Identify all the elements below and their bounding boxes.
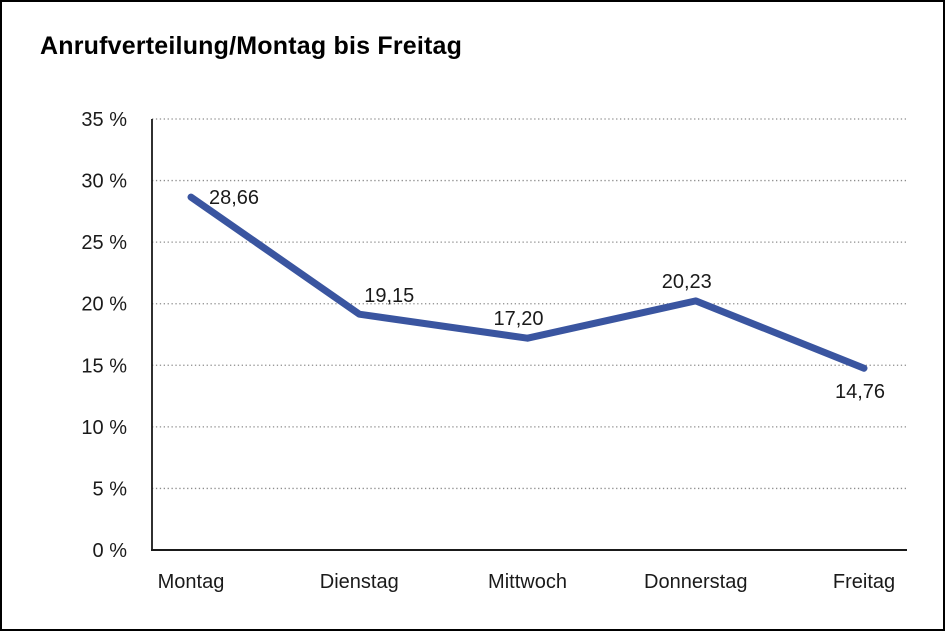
data-series (187, 193, 868, 372)
data-point-value-label: 28,66 (209, 187, 259, 209)
axes (151, 119, 907, 551)
x-axis-category-label: Freitag (833, 571, 895, 593)
data-point-value-label: 20,23 (662, 271, 712, 293)
series-line (187, 193, 868, 372)
y-axis-tick-label: 0 % (93, 540, 128, 562)
gridlines (152, 118, 907, 490)
labels: 0 % 5 % 10 % 15 % 20 % 25 % 30 % 35 % Montag Dien… (81, 109, 895, 593)
y-axis-tick-label: 15 % (81, 355, 127, 377)
y-axis-tick-label: 35 % (81, 109, 127, 131)
y-axis-tick-label: 10 % (81, 417, 127, 439)
data-point-value-label: 17,20 (493, 308, 543, 330)
x-axis-category-label: Dienstag (320, 571, 399, 593)
data-point-value-label: 19,15 (364, 285, 414, 307)
data-point-value-label: 14,76 (835, 381, 885, 403)
y-axis-tick-label: 5 % (93, 478, 128, 500)
x-axis-category-label: Montag (158, 571, 225, 593)
y-axis-tick-label: 20 % (81, 294, 127, 316)
chart-title: Anrufverteilung/Montag bis Freitag (40, 32, 463, 60)
x-axis-category-label: Donnerstag (644, 571, 747, 593)
x-axis-category-label: Mittwoch (488, 571, 567, 593)
y-axis-tick-label: 25 % (81, 232, 127, 254)
y-axis-tick-label: 30 % (81, 171, 127, 193)
